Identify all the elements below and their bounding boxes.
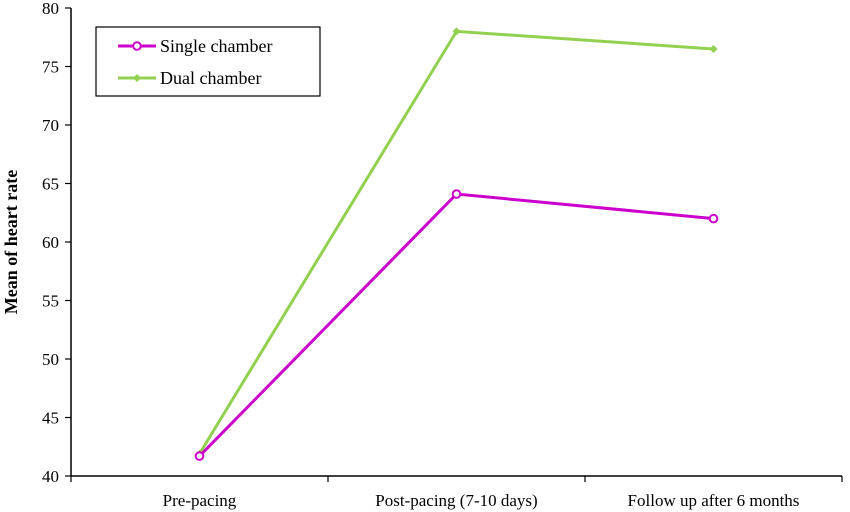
y-tick-label: 65	[42, 175, 59, 194]
legend: Single chamber Dual chamber	[95, 26, 321, 97]
data-point	[708, 213, 719, 224]
legend-marker-single-chamber	[132, 41, 142, 51]
y-tick-label: 60	[42, 233, 59, 252]
x-tick-label: Post-pacing (7-10 days)	[375, 491, 537, 510]
x-tick-label: Pre-pacing	[163, 491, 237, 510]
y-tick-label: 75	[42, 58, 59, 77]
y-tick-label: 70	[42, 116, 59, 135]
data-point	[452, 27, 461, 36]
y-ticks: 40 45 50 55 60 65 70 75 80	[42, 0, 71, 486]
legend-box	[95, 26, 321, 97]
legend-marker-dual-chamber	[133, 74, 141, 82]
y-tick-label: 80	[42, 0, 59, 18]
legend-label: Dual chamber	[160, 68, 261, 88]
legend-label: Single chamber	[160, 36, 272, 56]
x-ticks: Pre-pacing Post-pacing (7-10 days) Follow …	[70, 476, 843, 510]
y-axis-title: Mean of heart rate	[1, 170, 21, 314]
data-point	[709, 44, 718, 53]
y-tick-label: 55	[42, 292, 59, 311]
series-single-chamber	[194, 189, 719, 461]
y-tick-label: 40	[42, 467, 59, 486]
x-tick-label: Follow up after 6 months	[628, 491, 800, 510]
data-point	[451, 189, 462, 199]
y-tick-label: 45	[42, 409, 59, 428]
axes: 40 45 50 55 60 65 70 75 80 Pre-pacing Post-pacing…	[42, 0, 843, 510]
series-layer	[194, 27, 719, 461]
data-point	[194, 451, 205, 461]
y-tick-label: 50	[42, 350, 59, 369]
